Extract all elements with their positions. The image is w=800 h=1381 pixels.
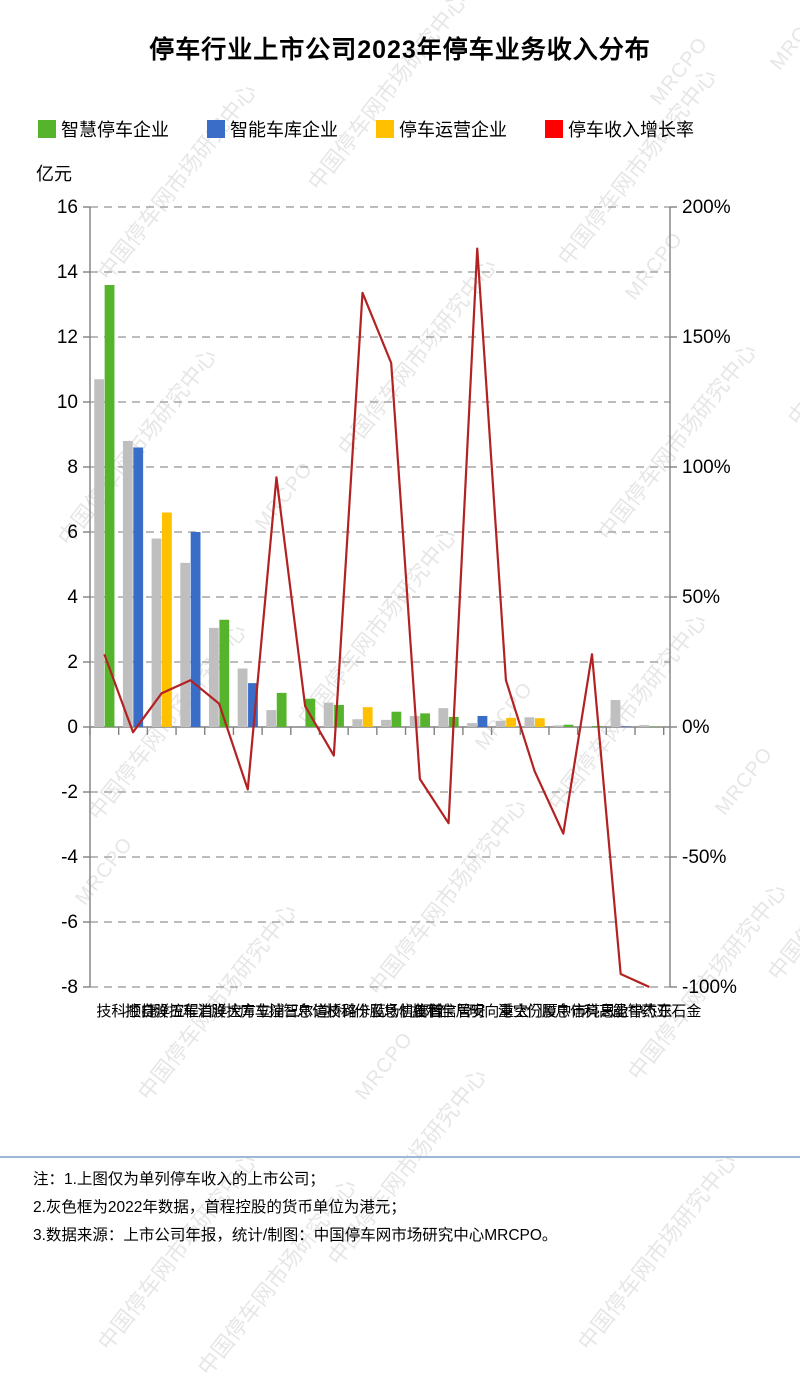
legend-swatch-operation xyxy=(376,120,394,138)
left-axis-tick-label: 6 xyxy=(67,522,78,543)
chart-title: 停车行业上市公司2023年停车业务收入分布 xyxy=(0,30,800,66)
bar-2023 xyxy=(191,532,201,727)
left-axis-unit-label: 亿元 xyxy=(36,160,72,186)
left-axis-tick-label: -4 xyxy=(61,847,78,868)
bar-2023 xyxy=(420,713,430,727)
legend-swatch-smart xyxy=(38,120,56,138)
bar-2022 xyxy=(438,708,448,727)
bar-2023 xyxy=(592,726,602,727)
bar-2022 xyxy=(582,726,592,727)
legend-swatch-garage xyxy=(207,120,225,138)
x-axis-label: 金石亚药 xyxy=(640,1003,700,1020)
footer-separator-line xyxy=(0,1156,800,1158)
left-axis-tick-label: 8 xyxy=(67,457,78,478)
bar-2022 xyxy=(639,725,649,727)
note-line-2: 2.灰色框为2022年数据，首程控股的货币单位为港元； xyxy=(33,1194,557,1222)
bar-2022 xyxy=(180,563,190,727)
note-line-3: 3.数据来源：上市公司年报，统计/制图：中国停车网市场研究中心MRCPO。 xyxy=(33,1222,557,1250)
bar-2022 xyxy=(94,379,104,727)
left-axis-tick-label: 2 xyxy=(67,652,78,673)
right-axis-tick-label: -50% xyxy=(682,847,726,868)
legend-item-growth-line: 停车收入增长率 xyxy=(545,116,694,142)
chart-plot: 16 14 12 10 8 6 4 2 0 -2 -4 -6 -8 200% 150% 100% 50% 0% -5… xyxy=(0,0,800,1274)
bar-2022 xyxy=(467,723,477,727)
right-axis-tick-label: -100% xyxy=(682,977,737,998)
right-axis-tick-label: 200% xyxy=(682,197,731,218)
bar-2023 xyxy=(391,712,401,727)
left-axis-tick-label: -2 xyxy=(61,782,78,803)
legend-item-garage: 智能车库企业 xyxy=(207,116,338,142)
left-axis-tick-label: -8 xyxy=(61,977,78,998)
bar-2023 xyxy=(564,725,574,727)
right-axis-tick-label: 50% xyxy=(682,587,720,608)
bar-2022 xyxy=(209,628,219,727)
bar-2023 xyxy=(133,448,143,728)
legend-label: 智能车库企业 xyxy=(230,116,338,142)
chart-legend: 智慧停车企业 智能车库企业 停车运营企业 停车收入增长率 xyxy=(38,116,694,142)
bar-2022 xyxy=(525,717,535,727)
left-axis-tick-label: 16 xyxy=(57,197,78,218)
left-axis-tick-label: 4 xyxy=(67,587,78,608)
bar-2022 xyxy=(381,720,391,727)
left-axis-tick-label: 0 xyxy=(67,717,78,738)
bar-2023 xyxy=(277,693,287,727)
notes-block: 注：1.上图仅为单列停车收入的上市公司； 2.灰色框为2022年数据，首程控股的… xyxy=(33,1166,557,1250)
legend-swatch-growth-line xyxy=(545,120,563,138)
bar-2022 xyxy=(352,719,362,727)
bar-2023 xyxy=(478,716,488,727)
left-axis-tick-label: -6 xyxy=(61,912,78,933)
bar-2023 xyxy=(363,707,373,727)
bar-2022 xyxy=(496,721,506,727)
bar-2022 xyxy=(324,703,334,727)
bar-2022 xyxy=(553,725,563,727)
right-axis-tick-label: 0% xyxy=(682,717,710,738)
bar-2023 xyxy=(621,726,631,727)
left-axis-tick-label: 14 xyxy=(57,262,79,283)
note-line-1: 注：1.上图仅为单列停车收入的上市公司； xyxy=(33,1166,557,1194)
bar-2023 xyxy=(506,718,516,727)
bar-2022 xyxy=(238,669,248,728)
right-axis-tick-label: 100% xyxy=(682,457,731,478)
bar-2022 xyxy=(611,700,621,727)
legend-label: 停车收入增长率 xyxy=(568,116,694,142)
bar-2022 xyxy=(123,441,133,727)
bar-2022 xyxy=(266,710,276,727)
right-axis-tick-label: 150% xyxy=(682,327,731,348)
legend-label: 停车运营企业 xyxy=(399,116,507,142)
left-axis-tick-label: 12 xyxy=(57,327,78,348)
bar-2023 xyxy=(162,513,172,728)
bar-2023 xyxy=(535,718,545,727)
legend-item-smart: 智慧停车企业 xyxy=(38,116,169,142)
left-axis-tick-label: 10 xyxy=(57,392,78,413)
legend-item-operation: 停车运营企业 xyxy=(376,116,507,142)
legend-label: 智慧停车企业 xyxy=(61,116,169,142)
